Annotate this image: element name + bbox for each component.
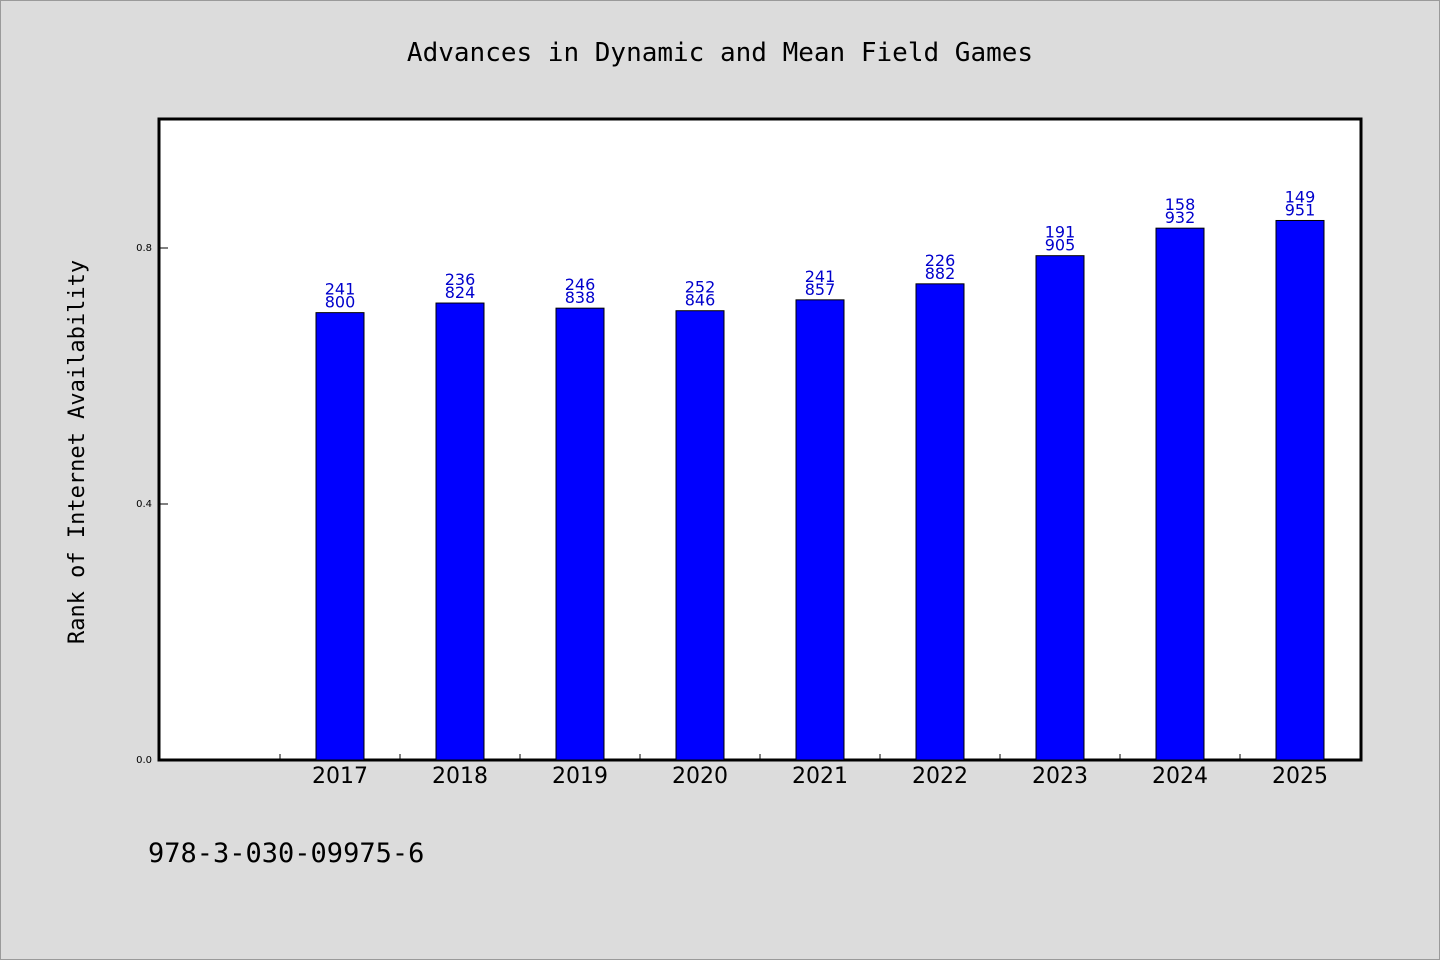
bar-2023 bbox=[1035, 255, 1085, 761]
x-tick-label: 2019 bbox=[552, 764, 608, 789]
bar-label-bottom: 824 bbox=[445, 283, 476, 302]
bar-label-bottom: 800 bbox=[325, 293, 356, 312]
bar-label-top: 149 bbox=[1285, 187, 1316, 206]
chart-title: Advances in Dynamic and Mean Field Games bbox=[407, 38, 1033, 68]
bar-label-bottom: 932 bbox=[1165, 208, 1196, 227]
x-tick-label: 2021 bbox=[792, 764, 848, 789]
y-tick-label: 0.8 bbox=[136, 243, 152, 254]
bar-label-top: 246 bbox=[565, 275, 596, 294]
bar-label-top: 241 bbox=[805, 267, 836, 286]
bar-2025 bbox=[1275, 219, 1325, 761]
bar-2017 bbox=[315, 312, 365, 761]
bar-label-top: 191 bbox=[1045, 223, 1076, 242]
x-axis-ticks: 2017 2018 2019 2020 2021 2022 2023 2024 2025 bbox=[279, 754, 1328, 789]
bar-2021 bbox=[795, 299, 845, 761]
bar-2019 bbox=[555, 307, 605, 761]
x-tick-label: 2018 bbox=[432, 764, 488, 789]
bar-label-bottom: 857 bbox=[805, 280, 836, 299]
bar-2022 bbox=[915, 283, 965, 761]
isbn-footnote: 978-3-030-09975-6 bbox=[148, 838, 424, 869]
bar-label-bottom: 838 bbox=[565, 288, 596, 307]
bar-2020 bbox=[675, 310, 725, 761]
x-tick-label: 2025 bbox=[1272, 764, 1328, 789]
bar-label-bottom: 846 bbox=[685, 291, 716, 310]
bar-label-bottom: 882 bbox=[925, 264, 956, 283]
bar-label-top: 158 bbox=[1165, 195, 1196, 214]
y-tick-label: 0.0 bbox=[136, 755, 152, 766]
x-tick-label: 2023 bbox=[1032, 764, 1088, 789]
bar-label-top: 252 bbox=[685, 278, 716, 297]
bar-label-top: 241 bbox=[325, 280, 356, 299]
bar-label-top: 226 bbox=[925, 251, 956, 270]
x-tick-label: 2017 bbox=[312, 764, 368, 789]
y-axis-ticks: 0.0 0.4 0.8 bbox=[136, 243, 168, 766]
x-tick-label: 2024 bbox=[1152, 764, 1208, 789]
bar-label-bottom: 951 bbox=[1285, 200, 1316, 219]
x-tick-label: 2022 bbox=[912, 764, 968, 789]
y-tick-label: 0.4 bbox=[136, 499, 152, 510]
bar-2018 bbox=[435, 302, 485, 761]
x-tick-label: 2020 bbox=[672, 764, 728, 789]
bars bbox=[315, 219, 1325, 761]
bar-label-bottom: 905 bbox=[1045, 236, 1076, 255]
bar-2024 bbox=[1155, 227, 1205, 761]
y-axis-label: Rank of Internet Availability bbox=[65, 260, 90, 644]
bar-label-top: 236 bbox=[445, 270, 476, 289]
